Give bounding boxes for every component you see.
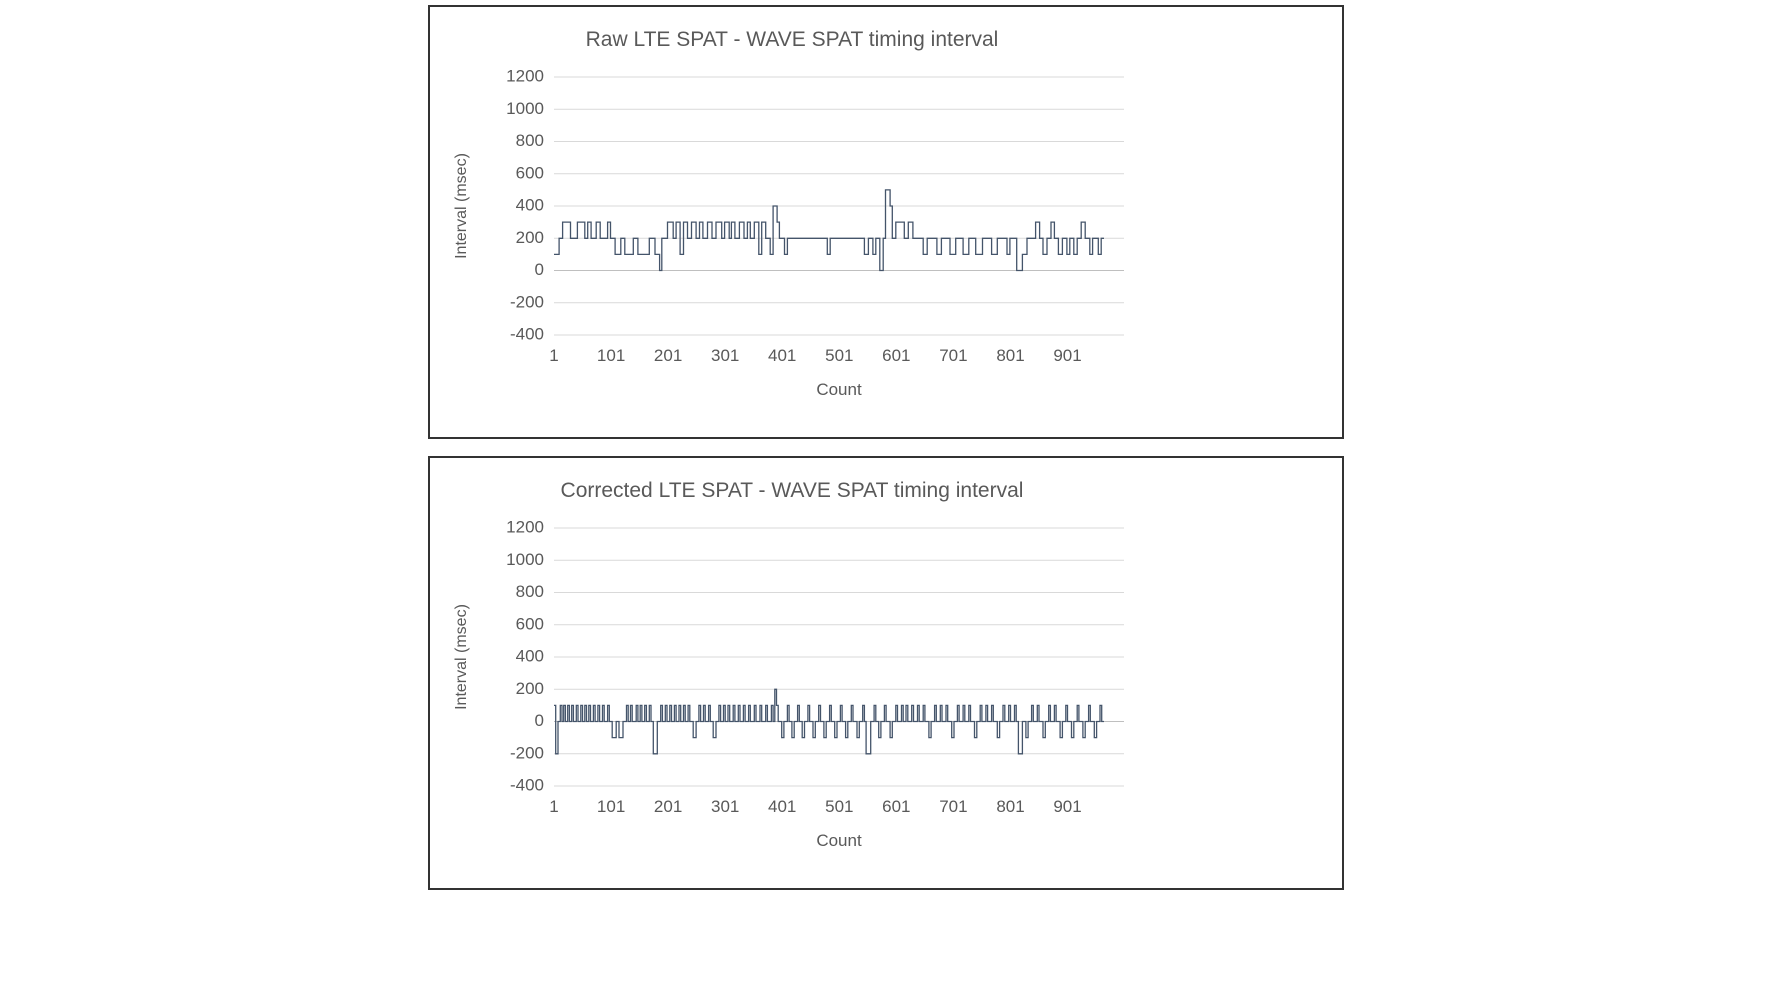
corrected-chart: -400 -200 0 200 400 600 800 1000 1200 1 101 201 301 4… bbox=[442, 508, 1332, 853]
y-tick-label: 200 bbox=[516, 679, 544, 698]
y-tick-label: -400 bbox=[510, 324, 544, 343]
x-tick-label: 901 bbox=[1053, 346, 1081, 365]
raw-chart-panel: Raw LTE SPAT - WAVE SPAT timing interval… bbox=[428, 5, 1344, 439]
y-tick-label: 200 bbox=[516, 228, 544, 247]
x-tick-label: 201 bbox=[654, 346, 682, 365]
x-tick-label: 701 bbox=[939, 346, 967, 365]
x-tick-label: 501 bbox=[825, 346, 853, 365]
y-tick-label: -400 bbox=[510, 775, 544, 794]
y-tick-label: 400 bbox=[516, 646, 544, 665]
y-tick-label: 400 bbox=[516, 195, 544, 214]
raw-chart-title: Raw LTE SPAT - WAVE SPAT timing interval bbox=[585, 28, 999, 51]
y-tick-label: 0 bbox=[535, 260, 544, 279]
x-tick-label: 501 bbox=[825, 797, 853, 816]
y-tick-label: 600 bbox=[516, 163, 544, 182]
x-tick-label: 801 bbox=[996, 797, 1024, 816]
x-tick-label: 1 bbox=[549, 797, 558, 816]
x-tick-label: 1 bbox=[549, 346, 558, 365]
x-tick-label: 401 bbox=[768, 346, 796, 365]
y-tick-label: 0 bbox=[535, 711, 544, 730]
chart-svg: -400 -200 0 200 400 600 800 1000 1200 1 101 201 301 4… bbox=[453, 517, 1124, 850]
raw-chart: -400 -200 0 200 400 600 800 1000 1200 1 101 201 301 4… bbox=[442, 57, 1332, 402]
x-tick-label: 101 bbox=[597, 797, 625, 816]
x-tick-label: 301 bbox=[711, 797, 739, 816]
y-tick-label: 1000 bbox=[506, 99, 544, 118]
x-tick-label: 301 bbox=[711, 346, 739, 365]
y-tick-label: 1200 bbox=[506, 66, 544, 85]
y-axis-title: Interval (msec) bbox=[453, 153, 470, 259]
series-line bbox=[554, 189, 1104, 272]
y-tick-label: 1000 bbox=[506, 550, 544, 569]
x-tick-label: 901 bbox=[1053, 797, 1081, 816]
x-axis-title: Count bbox=[816, 380, 862, 399]
y-tick-label: -200 bbox=[510, 743, 544, 762]
y-tick-label: 600 bbox=[516, 614, 544, 633]
y-axis-title: Interval (msec) bbox=[453, 604, 470, 710]
y-tick-label: 800 bbox=[516, 131, 544, 150]
corrected-chart-panel: Corrected LTE SPAT - WAVE SPAT timing in… bbox=[428, 456, 1344, 890]
x-tick-label: 101 bbox=[597, 346, 625, 365]
x-tick-label: 601 bbox=[882, 797, 910, 816]
y-tick-label: 1200 bbox=[506, 517, 544, 536]
x-tick-label: 201 bbox=[654, 797, 682, 816]
corrected-chart-title: Corrected LTE SPAT - WAVE SPAT timing in… bbox=[560, 479, 1024, 502]
y-tick-label: -200 bbox=[510, 292, 544, 311]
x-tick-label: 401 bbox=[768, 797, 796, 816]
chart-svg: -400 -200 0 200 400 600 800 1000 1200 1 101 201 301 4… bbox=[453, 66, 1124, 399]
x-tick-label: 801 bbox=[996, 346, 1024, 365]
x-tick-label: 701 bbox=[939, 797, 967, 816]
y-tick-label: 800 bbox=[516, 582, 544, 601]
x-axis-title: Count bbox=[816, 831, 862, 850]
series-line bbox=[554, 688, 1104, 755]
x-tick-label: 601 bbox=[882, 346, 910, 365]
